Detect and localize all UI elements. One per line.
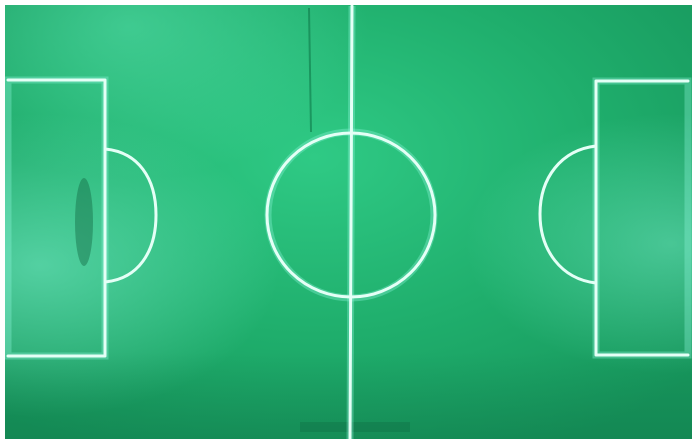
left-penalty-area [6, 78, 107, 358]
turf-seam [308, 7, 312, 133]
right-penalty-arc [538, 144, 598, 285]
turf-bottom-shade [5, 5, 692, 439]
bottom-dark-strip [300, 422, 410, 432]
worn-patch [75, 178, 93, 266]
halfway-line [348, 4, 354, 442]
left-penalty-arc [103, 147, 158, 284]
right-penalty-area [594, 79, 690, 357]
center-circle [265, 131, 437, 299]
